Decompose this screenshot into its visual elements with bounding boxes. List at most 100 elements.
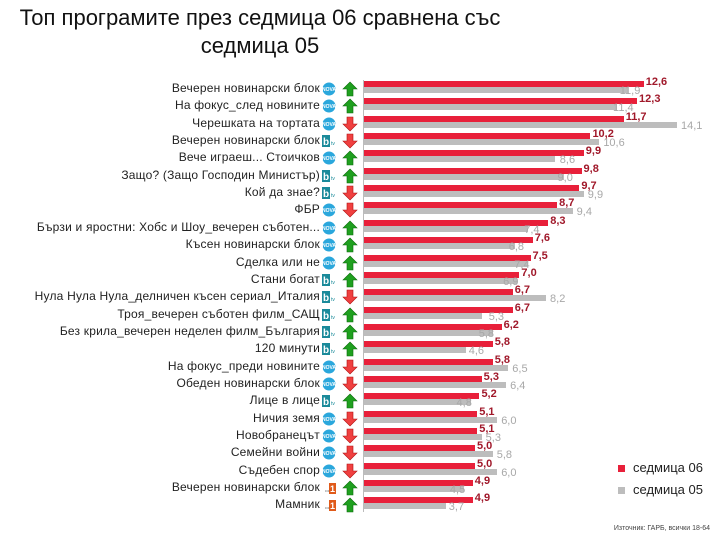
bar-week05 xyxy=(364,451,493,458)
category-label: Късен новинарски блок xyxy=(185,237,320,252)
value-label-week05: 9,0 xyxy=(557,171,573,184)
svg-text:tv: tv xyxy=(331,332,335,338)
value-label-week06: 5,1 xyxy=(479,405,495,418)
bar-row: Стани богат b tv 7,0 6,9 xyxy=(0,267,720,288)
value-label-week06: 5,8 xyxy=(494,336,511,349)
trend-up-arrow-icon xyxy=(342,324,358,340)
trend-down-arrow-icon xyxy=(342,289,358,305)
value-label-week06: 5,3 xyxy=(483,370,499,383)
bar-week06 xyxy=(364,98,638,105)
bar-week06 xyxy=(364,202,558,209)
nova-channel-icon: NOVA xyxy=(322,446,336,460)
bar-row: Троя_вечерен съботен филм_САЩ b tv 6,7 5,3 xyxy=(0,302,720,323)
nova-channel-icon: NOVA xyxy=(322,360,336,374)
svg-text:1: 1 xyxy=(330,484,335,494)
svg-text:b: b xyxy=(323,137,329,148)
trend-down-arrow-icon xyxy=(342,202,358,218)
value-label-week05: 5,3 xyxy=(488,310,505,323)
category-label: Троя_вечерен съботен филм_САЩ xyxy=(117,306,320,321)
value-label-week05: 4,8 xyxy=(456,397,472,410)
value-label-week05: 7,4 xyxy=(524,223,540,236)
bar-week05 xyxy=(364,208,573,215)
value-label-week06: 8,7 xyxy=(559,197,575,210)
bar-week05 xyxy=(364,104,618,111)
bar-week05 xyxy=(364,139,600,146)
svg-text:•••: ••• xyxy=(325,505,330,510)
value-label-week06: 5,8 xyxy=(494,353,511,366)
bar-week06 xyxy=(364,410,478,417)
value-label-week05: 9,4 xyxy=(576,206,592,219)
nova-channel-icon: NOVA xyxy=(322,464,336,478)
value-label-week05: 8,6 xyxy=(559,154,576,167)
bar-row: На фокус_след новините NOVA 12,3 11,4 xyxy=(0,93,720,114)
category-label: 120 минути xyxy=(254,341,320,356)
category-label: На фокус_преди новините xyxy=(167,358,320,373)
value-label-week06: 5,0 xyxy=(477,440,493,453)
value-label-week06: 9,8 xyxy=(583,162,599,175)
nova-channel-icon: NOVA xyxy=(322,412,336,426)
bar-week05 xyxy=(364,486,464,493)
category-label: Сделка или не xyxy=(235,254,320,269)
value-label-week05: 4,6 xyxy=(468,345,485,358)
category-label: Вече играеш... Стоичков xyxy=(178,150,320,165)
svg-text:NOVA: NOVA xyxy=(322,226,336,232)
trend-up-arrow-icon xyxy=(342,307,358,323)
svg-text:b: b xyxy=(323,172,329,183)
svg-text:NOVA: NOVA xyxy=(322,417,336,423)
svg-text:tv: tv xyxy=(331,297,335,303)
svg-text:NOVA: NOVA xyxy=(322,208,336,214)
value-label-week06: 9,9 xyxy=(585,145,602,158)
category-label: Вечерен новинарски блок xyxy=(171,480,320,495)
svg-text:NOVA: NOVA xyxy=(322,434,336,440)
nova-channel-icon: NOVA xyxy=(322,377,336,391)
bar-week05 xyxy=(364,87,629,93)
legend-label: седмица 05 xyxy=(633,482,703,497)
category-label: Бързи и яростни: Хобс и Шоу_вечерен събо… xyxy=(36,219,320,234)
bar-week05 xyxy=(364,156,555,163)
category-label: Новобранецът xyxy=(235,428,320,442)
value-label-week05: 5,3 xyxy=(485,432,501,444)
value-label-week05: 11,9 xyxy=(619,85,641,97)
svg-text:NOVA: NOVA xyxy=(322,451,336,457)
trend-up-arrow-icon xyxy=(342,237,358,253)
trend-up-arrow-icon xyxy=(342,255,358,271)
bar-week06 xyxy=(364,358,493,365)
svg-text:b: b xyxy=(323,276,329,287)
btv-channel-icon: b tv xyxy=(322,394,336,408)
bar-week06 xyxy=(364,462,475,469)
category-label: Без крила_вечерен неделен филм_България xyxy=(59,323,320,338)
bar-row: Бързи и яростни: Хобс и Шоу_вечерен събо… xyxy=(0,215,720,236)
value-label-week06: 12,6 xyxy=(645,76,668,88)
svg-text:NOVA: NOVA xyxy=(322,122,336,128)
bar-week05 xyxy=(364,347,467,354)
value-label-week05: 9,9 xyxy=(587,189,604,202)
bar-week06 xyxy=(364,185,580,192)
trend-down-arrow-icon xyxy=(342,359,358,375)
bar-week06 xyxy=(364,254,531,261)
svg-text:tv: tv xyxy=(331,176,335,182)
svg-text:tv: tv xyxy=(331,315,335,321)
value-label-week06: 7,6 xyxy=(534,232,551,245)
svg-text:tv: tv xyxy=(331,401,335,407)
value-label-week05: 5,8 xyxy=(496,449,513,462)
value-label-week06: 6,2 xyxy=(503,318,519,331)
svg-text:tv: tv xyxy=(331,280,335,286)
value-label-week06: 8,3 xyxy=(550,214,566,227)
bar-row: Вечерен новинарски блок b tv 10,2 10,6 xyxy=(0,128,720,149)
svg-text:NOVA: NOVA xyxy=(322,243,336,249)
trend-up-arrow-icon xyxy=(342,81,358,97)
nova-channel-icon: NOVA xyxy=(322,256,336,270)
source-note: Източник: ГАРБ, всички 18-64 xyxy=(613,525,710,532)
category-label: Вечерен новинарски блок xyxy=(171,133,320,148)
bar-row: Късен новинарски блок NOVA 7,6 6,8 xyxy=(0,232,720,253)
btv-channel-icon: b tv xyxy=(322,134,336,148)
bar-row: Сделка или не NOVA 7,5 7,4 xyxy=(0,250,720,271)
bar-row: Нула Нула Нула_делничен късен сериал_Ита… xyxy=(0,284,720,305)
trend-down-arrow-icon xyxy=(342,185,358,201)
svg-text:b: b xyxy=(323,293,329,304)
trend-up-arrow-icon xyxy=(342,272,358,288)
bnt1-channel-icon: ••• 1 xyxy=(322,498,336,512)
btv-channel-icon: b tv xyxy=(322,342,336,356)
bar-week05 xyxy=(364,468,498,475)
value-label-week06: 7,5 xyxy=(532,249,548,262)
